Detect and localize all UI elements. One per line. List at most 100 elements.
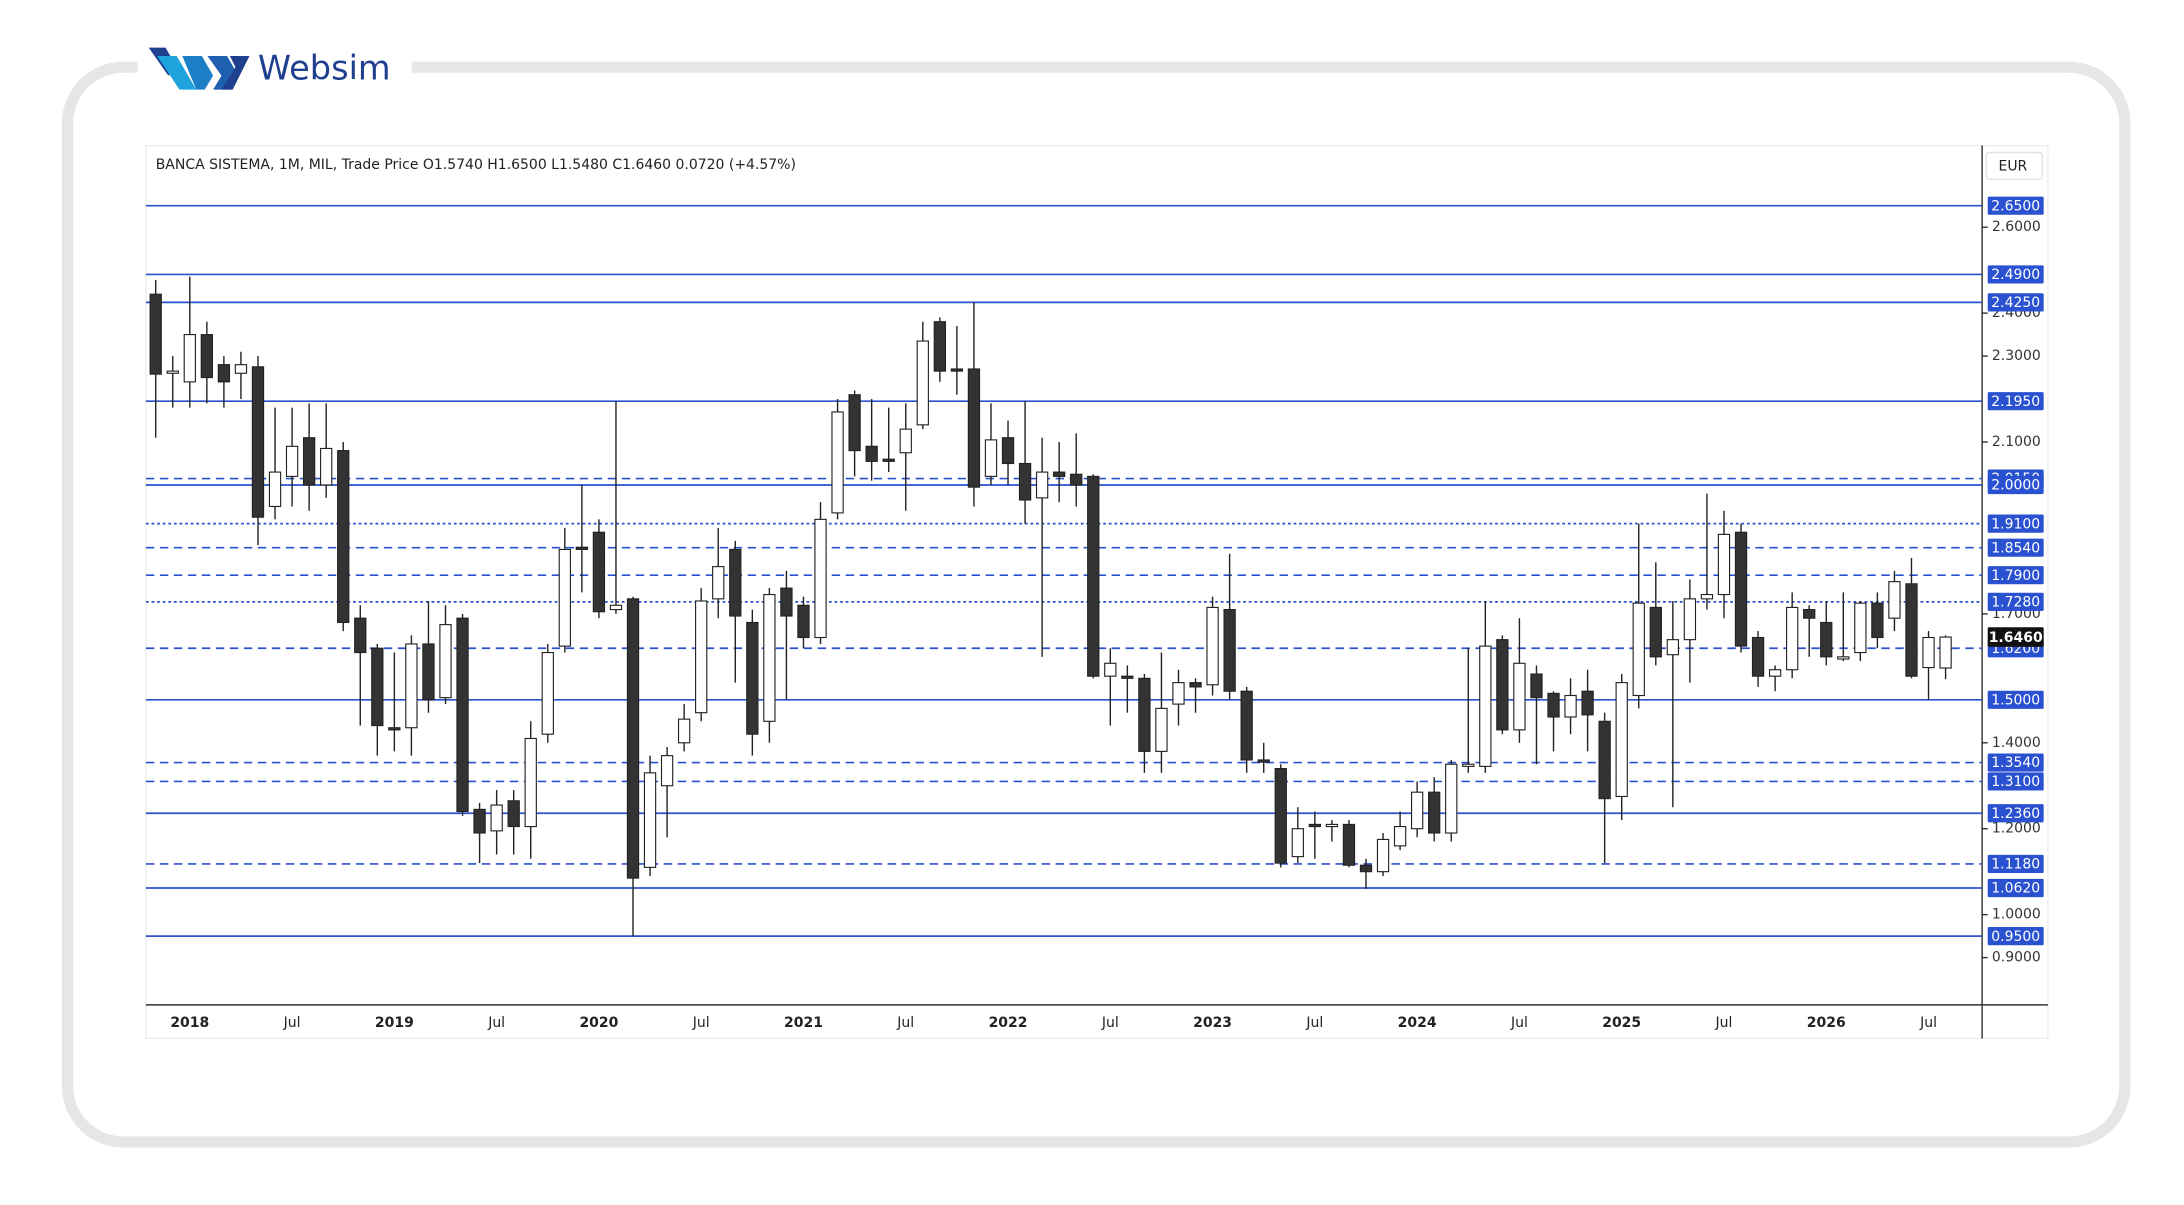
level-label-box <box>1987 753 2044 772</box>
candle-body <box>1922 636 1935 669</box>
last-price-box <box>1987 627 2044 647</box>
candle-body <box>234 364 248 374</box>
level-label: 1.2360 <box>1991 806 2040 822</box>
x-tick-label: Jul <box>692 1015 710 1031</box>
y-tick-label: 2.6000 <box>1992 219 2041 235</box>
level-label-box <box>1987 514 2044 533</box>
candle-body <box>507 800 520 828</box>
x-tick-label: Jul <box>896 1015 914 1031</box>
level-label-box <box>1987 804 2044 823</box>
level-label-box <box>1987 538 2044 557</box>
candle-body <box>200 334 214 379</box>
candle-body <box>320 447 333 486</box>
level-label: 1.0620 <box>1991 881 2040 897</box>
candle-body <box>302 437 316 486</box>
candle-body <box>1342 823 1356 866</box>
candle-body <box>1700 593 1714 600</box>
candle-body <box>1820 621 1833 658</box>
candle-body <box>865 445 878 462</box>
candle-body <box>1803 609 1816 619</box>
candle-body <box>1854 602 1867 654</box>
candle-body <box>1632 602 1645 697</box>
candle-body <box>1547 692 1560 718</box>
level-label: 1.8540 <box>1991 540 2040 556</box>
level-label: 1.5000 <box>1991 693 2040 709</box>
y-tick-label: 1.0000 <box>1992 907 2041 923</box>
candle-body <box>337 450 350 624</box>
candle-body <box>1564 694 1577 718</box>
level-label: 2.0000 <box>1991 478 2040 494</box>
candle-body <box>371 647 384 727</box>
candle-body <box>1376 838 1390 873</box>
x-tick-label: 2018 <box>170 1015 209 1031</box>
x-tick-label: 2019 <box>375 1015 414 1031</box>
level-label: 2.6500 <box>1991 198 2040 214</box>
level-label-box <box>1987 592 2044 611</box>
candle-body <box>1121 675 1134 679</box>
x-tick-label: 2020 <box>579 1015 618 1031</box>
level-label: 2.1950 <box>1991 394 2040 410</box>
candle-body <box>1087 475 1100 677</box>
chart-header: BANCA SISTEMA, 1M, MIL, Trade Price O1.5… <box>156 157 796 173</box>
candle-body <box>967 368 981 488</box>
x-tick-label: Jul <box>1101 1015 1119 1031</box>
candle-body <box>1445 763 1458 834</box>
level-label-box <box>1987 265 2044 284</box>
candle-body <box>1513 662 1526 731</box>
candle-body <box>814 518 827 639</box>
candle-body <box>899 428 912 454</box>
candle-body <box>1837 656 1850 660</box>
candle-body <box>848 394 861 452</box>
y-tick-label: 2.3000 <box>1992 348 2041 364</box>
candle-body <box>490 804 503 832</box>
last-price-label: 1.6460 <box>1989 630 2043 646</box>
y-tick-label: 1.2000 <box>1992 821 2041 837</box>
x-tick-label: 2021 <box>784 1015 823 1031</box>
candle-body <box>660 755 674 787</box>
candle-body <box>1393 825 1407 847</box>
candle-body <box>1189 682 1202 688</box>
x-tick-label: Jul <box>1510 1015 1528 1031</box>
candle-body <box>984 439 998 477</box>
candle-body <box>1325 823 1339 828</box>
candle-body <box>1035 471 1049 499</box>
candle-body <box>1462 763 1475 767</box>
candle-body <box>1274 767 1287 864</box>
level-label: 1.7280 <box>1991 595 2040 611</box>
candle-body <box>1291 828 1304 858</box>
candle-body <box>456 617 469 813</box>
candle-body <box>524 737 537 828</box>
candle-body <box>422 643 435 701</box>
level-label-box <box>1987 293 2044 312</box>
candle-body <box>1018 462 1032 501</box>
level-label-box <box>1987 854 2044 874</box>
candle-body <box>609 604 623 611</box>
level-label-box <box>1987 690 2044 709</box>
candle-body <box>1206 606 1219 686</box>
candle-body <box>1786 606 1799 671</box>
candle-body <box>1666 639 1679 656</box>
candle-body <box>1172 682 1185 705</box>
candle-body <box>780 587 793 617</box>
candle-body <box>1939 636 1952 669</box>
candle-body <box>1751 636 1765 677</box>
level-label-box <box>1987 566 2044 585</box>
candle-body <box>763 593 776 722</box>
candle-body <box>1871 602 1884 639</box>
candle-body <box>1410 791 1424 830</box>
brand-name: Websim <box>258 48 391 87</box>
candle-body <box>1359 864 1373 873</box>
candle-body <box>251 366 265 518</box>
x-tick-label: Jul <box>1305 1015 1323 1031</box>
candle-body <box>217 364 231 383</box>
candle-body <box>183 334 196 383</box>
candle-body <box>831 411 844 514</box>
y-tick-label: 2.1000 <box>1992 434 2041 450</box>
candle-body <box>1428 791 1441 834</box>
candle-body <box>882 458 895 462</box>
candle-body <box>1530 673 1543 699</box>
level-label: 1.3540 <box>1991 755 2040 771</box>
level-label-box <box>1987 772 2044 791</box>
